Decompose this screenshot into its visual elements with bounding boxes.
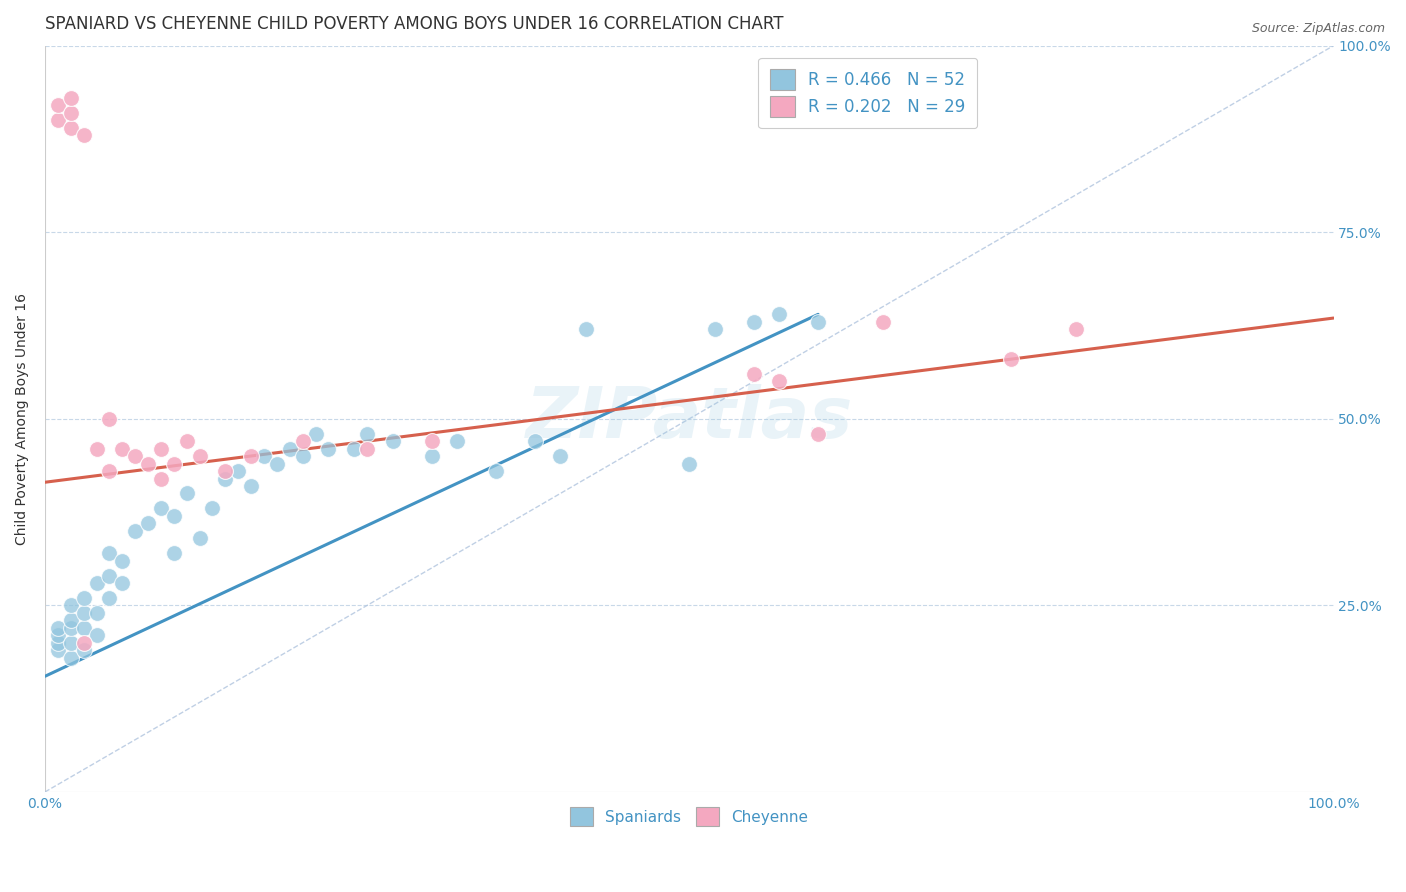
- Point: [304, 426, 326, 441]
- Point: [86, 606, 108, 620]
- Point: [86, 442, 108, 456]
- Point: [318, 442, 340, 456]
- Point: [807, 315, 830, 329]
- Point: [446, 434, 468, 449]
- Point: [86, 576, 108, 591]
- Point: [742, 367, 765, 381]
- Point: [704, 322, 727, 336]
- Text: Source: ZipAtlas.com: Source: ZipAtlas.com: [1251, 22, 1385, 36]
- Point: [291, 449, 314, 463]
- Text: SPANIARD VS CHEYENNE CHILD POVERTY AMONG BOYS UNDER 16 CORRELATION CHART: SPANIARD VS CHEYENNE CHILD POVERTY AMONG…: [45, 15, 783, 33]
- Point: [72, 636, 94, 650]
- Point: [59, 120, 82, 135]
- Point: [59, 636, 82, 650]
- Point: [163, 457, 186, 471]
- Point: [176, 486, 198, 500]
- Point: [98, 464, 121, 478]
- Text: ZIPatlas: ZIPatlas: [526, 384, 853, 453]
- Point: [46, 628, 69, 642]
- Point: [266, 457, 288, 471]
- Point: [59, 599, 82, 613]
- Point: [59, 650, 82, 665]
- Point: [356, 442, 378, 456]
- Point: [163, 508, 186, 523]
- Point: [381, 434, 404, 449]
- Point: [278, 442, 301, 456]
- Point: [46, 98, 69, 112]
- Point: [678, 457, 700, 471]
- Legend: Spaniards, Cheyenne: Spaniards, Cheyenne: [560, 797, 820, 837]
- Point: [1000, 352, 1022, 367]
- Point: [149, 501, 172, 516]
- Point: [742, 315, 765, 329]
- Point: [72, 643, 94, 657]
- Point: [46, 636, 69, 650]
- Point: [807, 426, 830, 441]
- Point: [575, 322, 598, 336]
- Point: [214, 464, 236, 478]
- Point: [72, 591, 94, 605]
- Point: [1064, 322, 1087, 336]
- Point: [98, 568, 121, 582]
- Point: [124, 449, 146, 463]
- Point: [72, 128, 94, 143]
- Point: [201, 501, 224, 516]
- Point: [59, 613, 82, 627]
- Point: [872, 315, 894, 329]
- Y-axis label: Child Poverty Among Boys Under 16: Child Poverty Among Boys Under 16: [15, 293, 30, 545]
- Point: [136, 457, 159, 471]
- Point: [188, 531, 211, 545]
- Point: [768, 307, 790, 321]
- Point: [59, 91, 82, 105]
- Point: [163, 546, 186, 560]
- Point: [98, 412, 121, 426]
- Point: [46, 621, 69, 635]
- Point: [291, 434, 314, 449]
- Point: [420, 449, 443, 463]
- Point: [86, 628, 108, 642]
- Point: [98, 591, 121, 605]
- Point: [550, 449, 572, 463]
- Point: [111, 442, 134, 456]
- Point: [46, 643, 69, 657]
- Point: [188, 449, 211, 463]
- Point: [420, 434, 443, 449]
- Point: [124, 524, 146, 538]
- Point: [149, 442, 172, 456]
- Point: [768, 375, 790, 389]
- Point: [149, 471, 172, 485]
- Point: [343, 442, 366, 456]
- Point: [72, 621, 94, 635]
- Point: [111, 576, 134, 591]
- Point: [111, 553, 134, 567]
- Point: [136, 516, 159, 531]
- Point: [98, 546, 121, 560]
- Point: [59, 621, 82, 635]
- Point: [59, 105, 82, 120]
- Point: [240, 479, 263, 493]
- Point: [46, 113, 69, 128]
- Point: [356, 426, 378, 441]
- Point: [214, 471, 236, 485]
- Point: [176, 434, 198, 449]
- Point: [240, 449, 263, 463]
- Point: [72, 606, 94, 620]
- Point: [226, 464, 249, 478]
- Point: [253, 449, 276, 463]
- Point: [523, 434, 546, 449]
- Point: [485, 464, 508, 478]
